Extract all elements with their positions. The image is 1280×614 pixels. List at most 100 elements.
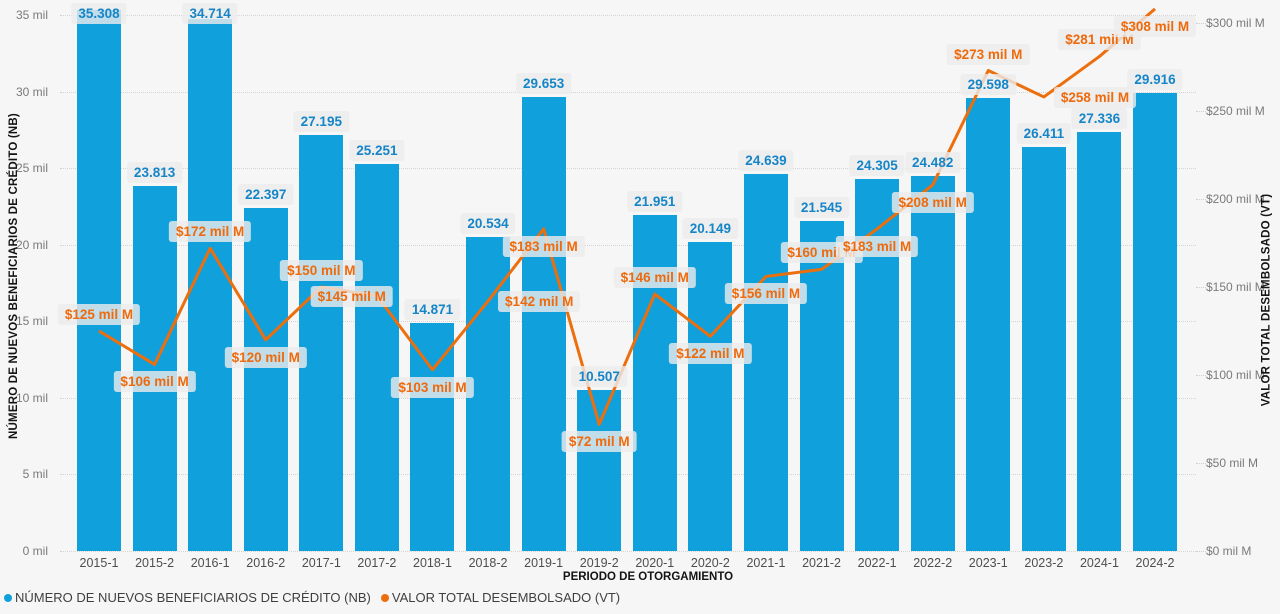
bar-label: 24.482	[905, 152, 961, 174]
right-axis-tick-mark	[1196, 551, 1206, 552]
bar[interactable]	[466, 236, 511, 551]
x-axis-tick: 2020-1	[635, 556, 675, 570]
legend-dot-icon	[4, 593, 12, 602]
gridline	[60, 244, 1196, 246]
bar-label: 25.251	[349, 140, 405, 162]
right-axis-title-box: VALOR TOTAL DESEMBOLSADO (VT)	[1252, 0, 1280, 600]
x-axis-tick: 2022-2	[913, 556, 953, 570]
x-axis-tick: 2024-2	[1135, 556, 1175, 570]
gridline	[60, 168, 1196, 170]
legend-dot-icon	[380, 593, 389, 602]
bar-label: 24.639	[738, 149, 794, 171]
line-label: $273 mil M	[947, 43, 1030, 65]
bar-label: 23.813	[126, 162, 183, 184]
bar[interactable]	[910, 176, 955, 551]
bar[interactable]	[855, 178, 900, 551]
bar[interactable]	[632, 214, 677, 551]
bar[interactable]	[132, 186, 177, 551]
left-axis-title: NÚMERO DE NUEVOS BENEFICIARIOS DE CRÉDIT…	[8, 112, 20, 439]
bar-label: 29.916	[1127, 68, 1183, 90]
bar[interactable]	[799, 221, 844, 551]
legend-item-bar-series[interactable]: NÚMERO DE NUEVOS BENEFICIARIOS DE CRÉDIT…	[4, 590, 371, 605]
line-label: $145 mil M	[310, 285, 393, 307]
gridline	[60, 474, 1196, 476]
y-axis-tick-left: 10 mil	[15, 390, 48, 405]
right-axis-title: VALOR TOTAL DESEMBOLSADO (VT)	[1260, 193, 1272, 407]
bar[interactable]	[1021, 146, 1066, 551]
bar[interactable]	[299, 134, 344, 551]
x-axis-tick: 2022-1	[857, 556, 897, 570]
y-axis-tick-left: 0 mil	[22, 544, 48, 558]
y-axis-tick-right: $0 mil M	[1206, 544, 1252, 558]
y-axis-tick-right: $100 mil M	[1206, 368, 1265, 382]
x-axis-tick: 2019-1	[524, 556, 564, 570]
bar[interactable]	[577, 390, 622, 551]
x-axis-tick: 2021-1	[746, 556, 786, 570]
gridline	[60, 397, 1196, 399]
y-axis-tick-right: $250 mil M	[1206, 104, 1265, 118]
line-label: $120 mil M	[224, 346, 307, 368]
bar[interactable]	[354, 164, 399, 551]
x-axis-tick: 2021-2	[802, 556, 841, 570]
left-axis-title-box: NÚMERO DE NUEVOS BENEFICIARIOS DE CRÉDIT…	[0, 0, 28, 551]
y-axis-tick-left: 5 mil	[22, 467, 48, 482]
y-axis-tick-right: $200 mil M	[1206, 192, 1265, 206]
x-axis-tick: 2018-1	[413, 556, 452, 570]
legend-label: VALOR TOTAL DESEMBOLSADO (VT)	[391, 590, 621, 605]
legend-item-line-series[interactable]: VALOR TOTAL DESEMBOLSADO (VT)	[380, 590, 621, 605]
bar-label: 27.336	[1071, 108, 1128, 130]
y-axis-tick-left: 30 mil	[15, 84, 48, 99]
y-axis-tick-left: 35 mil	[15, 8, 48, 22]
x-axis-tick: 2015-2	[135, 556, 175, 570]
x-axis-tick: 2023-2	[1024, 556, 1064, 570]
y-axis-tick-left: 20 mil	[15, 237, 48, 252]
gridline	[60, 321, 1196, 323]
bar[interactable]	[1077, 132, 1122, 551]
line-label: $258 mil M	[1053, 86, 1137, 108]
line-label: $208 mil M	[891, 191, 974, 213]
line-label: $146 mil M	[613, 267, 696, 289]
right-axis-tick-mark	[1196, 287, 1206, 288]
x-axis-tick: 2017-2	[357, 556, 397, 570]
bar-label: 29.598	[960, 73, 1016, 95]
bar[interactable]	[410, 323, 455, 551]
bar-label: 35.308	[71, 3, 127, 24]
right-axis-tick-mark	[1196, 463, 1206, 464]
line-label: $172 mil M	[169, 221, 252, 243]
bar[interactable]	[521, 96, 566, 551]
right-axis-tick-mark	[1196, 111, 1206, 112]
bar-label: 22.397	[238, 184, 294, 205]
line-label: $125 mil M	[57, 304, 141, 325]
bar[interactable]	[77, 10, 121, 551]
x-axis-tick: 2016-2	[246, 556, 286, 570]
line-label: $103 mil M	[391, 376, 474, 398]
x-axis-tick: 2016-1	[190, 556, 230, 570]
line-label: $142 mil M	[498, 291, 581, 313]
line-label: $106 mil M	[113, 371, 196, 393]
bar-label: 29.653	[515, 72, 572, 94]
y-axis-tick-left: 15 mil	[15, 314, 48, 329]
bar-label: 20.534	[460, 212, 516, 234]
bar-label: 24.305	[849, 154, 905, 176]
line-label: $122 mil M	[669, 343, 752, 365]
bar-label: 20.149	[682, 218, 739, 240]
bar[interactable]	[188, 19, 233, 551]
bar[interactable]	[743, 173, 788, 551]
x-axis-tick: 2018-2	[468, 556, 508, 570]
x-axis-tick: 2017-1	[301, 556, 341, 570]
gridline	[60, 551, 1196, 552]
y-axis-tick-right: $50 mil M	[1206, 456, 1259, 470]
legend-label: NÚMERO DE NUEVOS BENEFICIARIOS DE CRÉDIT…	[15, 590, 371, 605]
y-axis-tick-right: $300 mil M	[1206, 16, 1265, 30]
bar-label: 21.545	[793, 197, 850, 219]
bar[interactable]	[966, 97, 1011, 551]
x-axis-tick: 2015-1	[79, 556, 119, 570]
bar[interactable]	[1133, 92, 1178, 551]
right-axis-tick-mark	[1196, 23, 1206, 24]
legend: NÚMERO DE NUEVOS BENEFICIARIOS DE CRÉDIT…	[4, 590, 630, 605]
right-axis-tick-mark	[1196, 375, 1206, 376]
bar-label: 27.195	[293, 110, 349, 132]
bar-label: 10.507	[571, 366, 627, 388]
line-label: $150 mil M	[280, 260, 363, 281]
